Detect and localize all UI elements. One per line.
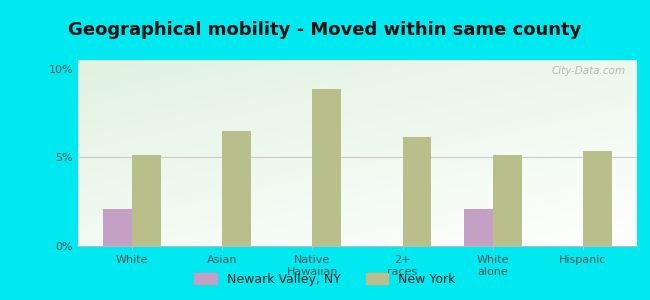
- Bar: [222, 131, 251, 246]
- Bar: [464, 209, 493, 246]
- Bar: [313, 89, 341, 246]
- Bar: [583, 151, 612, 246]
- Bar: [493, 155, 521, 246]
- Bar: [402, 137, 432, 246]
- Text: City-Data.com: City-Data.com: [552, 66, 626, 76]
- Text: Geographical mobility - Moved within same county: Geographical mobility - Moved within sam…: [68, 21, 582, 39]
- Legend: Newark Valley, NY, New York: Newark Valley, NY, New York: [189, 268, 461, 291]
- Bar: [103, 209, 132, 246]
- Bar: [132, 155, 161, 246]
